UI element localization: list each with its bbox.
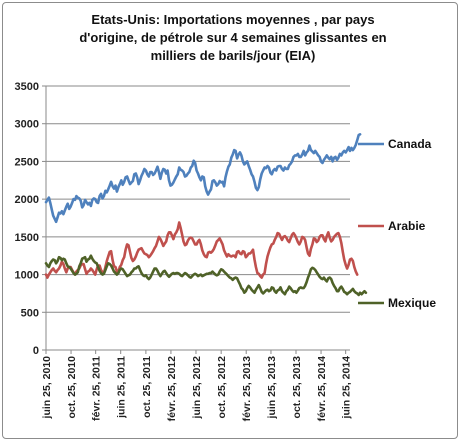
x-tick-label: juin 25, 2010: [41, 356, 53, 420]
y-tick-label: 2000: [15, 194, 39, 206]
y-tick-label: 3500: [15, 81, 39, 93]
x-tick-label: févr. 25, 2014: [316, 356, 328, 422]
x-tick-label: juin 25, 2012: [191, 356, 203, 420]
x-tick-label: oct. 25, 2012: [216, 356, 228, 419]
chart-title-line-2: d'origine, de pétrole sur 4 semaines gli…: [79, 30, 387, 45]
x-tick-label: juin 25, 2011: [116, 356, 128, 419]
chart-title-line-1: Etats-Unis: Importations moyennes , par …: [91, 12, 375, 27]
x-tick-label: févr. 25, 2012: [166, 356, 178, 422]
x-tick-label: juin 25, 2013: [266, 356, 278, 420]
x-tick-label: juin 25, 2014: [341, 356, 353, 420]
y-tick-label: 1500: [15, 232, 39, 244]
y-tick-label: 2500: [15, 156, 39, 168]
x-tick-label: oct. 25, 2010: [66, 356, 78, 419]
x-tick-label: févr. 25, 2013: [241, 356, 253, 422]
x-tick-labels: juin 25, 2010 oct. 25, 2010 févr. 25, 2011…: [41, 356, 353, 422]
x-tick-label: oct. 25, 2011: [141, 356, 153, 418]
legend-label-mexique: Mexique: [388, 296, 436, 310]
y-tick-labels: 0 500 1000 1500 2000 2500 3000 3500: [15, 81, 39, 357]
axes: [42, 85, 350, 354]
legend: Canada Arabie Mexique: [358, 137, 436, 310]
x-tick-label: févr. 25, 2011: [91, 356, 103, 421]
chart-title-line-3: milliers de barils/jour (EIA): [150, 48, 316, 63]
y-tick-label: 1000: [15, 270, 39, 282]
chart-title: Etats-Unis: Importations moyennes , par …: [33, 11, 433, 65]
series-line-canada: [44, 133, 362, 224]
y-tick-label: 0: [33, 345, 39, 357]
y-tick-label: 3000: [15, 119, 39, 131]
legend-label-arabie: Arabie: [388, 219, 426, 233]
x-tick-label: oct. 25, 2013: [291, 356, 303, 419]
legend-label-canada: Canada: [388, 137, 432, 151]
gridlines: [46, 85, 350, 351]
y-tick-label: 500: [21, 307, 39, 319]
series-line-mexique: [44, 254, 368, 297]
series-lines: [44, 133, 368, 297]
